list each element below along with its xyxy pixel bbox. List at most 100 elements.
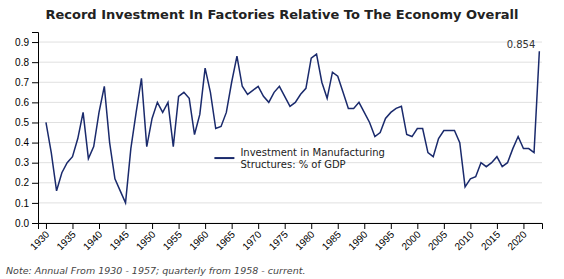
grid-line: [38, 142, 542, 143]
grid-line: [38, 42, 542, 43]
y-tick: 0.6: [15, 97, 38, 108]
legend-label: Investment in ManufacturingStructures: %…: [240, 147, 385, 170]
x-tick-mark: [497, 223, 498, 229]
x-tick: 2010: [452, 223, 476, 252]
x-tick-mark: [470, 223, 471, 229]
y-tick-mark: [32, 122, 38, 123]
y-tick-label: 0.0: [15, 218, 29, 229]
grid: [38, 42, 542, 223]
x-tick-label: 1960: [187, 228, 211, 252]
y-tick-label: 0.9: [15, 37, 29, 48]
x-tick: 2020: [505, 223, 529, 252]
y-tick: 0.2: [15, 177, 38, 188]
x-tick: 1980: [293, 223, 317, 252]
x-axis: 1930193519401945195019551960196519701975…: [28, 223, 543, 252]
y-tick-mark: [32, 82, 38, 83]
x-tick-mark: [285, 223, 286, 229]
x-tick-label: 1935: [54, 228, 78, 252]
y-tick: 0.5: [15, 117, 38, 128]
grid-line: [38, 62, 542, 63]
x-tick-mark: [126, 223, 127, 229]
x-tick: 1945: [107, 223, 131, 252]
x-tick-label: 1985: [320, 228, 344, 252]
x-tick-mark: [417, 223, 418, 229]
chart-container: Record Investment In Factories Relative …: [0, 0, 564, 279]
x-tick-label: 1970: [240, 228, 264, 252]
x-tick: 1975: [267, 223, 291, 252]
x-tick-mark: [205, 223, 206, 229]
legend-label-line: Structures: % of GDP: [240, 159, 345, 170]
x-tick-mark: [444, 223, 445, 229]
x-tick: 1990: [346, 223, 370, 252]
x-tick-mark: [232, 223, 233, 229]
x-tick-mark: [523, 223, 524, 229]
y-tick-mark: [32, 163, 38, 164]
x-tick-mark: [338, 223, 339, 229]
x-tick: 2005: [426, 223, 450, 252]
y-tick-mark: [32, 223, 38, 224]
series-line: [46, 51, 539, 203]
x-tick-label: 1965: [214, 228, 238, 252]
x-tick-mark: [364, 223, 365, 229]
x-axis-line: [39, 224, 543, 230]
y-tick: 0.3: [15, 157, 38, 168]
annotation: 0.854: [507, 39, 536, 50]
legend-swatch: [214, 157, 234, 159]
y-tick-mark: [32, 62, 38, 63]
x-tick: 1995: [373, 223, 397, 252]
plot-area: [46, 51, 539, 203]
x-tick-label: 2020: [505, 228, 529, 252]
x-tick-label: 2000: [399, 228, 423, 252]
y-tick-label: 0.4: [15, 137, 29, 148]
x-tick-label: 1940: [81, 228, 105, 252]
legend-label-line: Investment in Manufacturing: [240, 147, 385, 158]
note: Note: Annual From 1930 - 1957; quarterly…: [6, 265, 305, 276]
y-tick-label: 0.1: [15, 198, 29, 209]
legend: Investment in ManufacturingStructures: %…: [214, 147, 385, 170]
x-tick-label: 2015: [479, 228, 503, 252]
x-tick-label: 1945: [107, 228, 131, 252]
x-tick-mark: [391, 223, 392, 229]
y-tick-mark: [32, 143, 38, 144]
x-tick: 1940: [81, 223, 105, 252]
x-tick-label: 2010: [452, 228, 476, 252]
x-tick-label: 1950: [134, 228, 158, 252]
y-tick-label: 0.8: [15, 57, 29, 68]
x-tick-mark: [152, 223, 153, 229]
y-tick-label: 0.3: [15, 157, 29, 168]
grid-line: [38, 122, 542, 123]
y-tick: 0.4: [15, 137, 38, 148]
x-tick: 1965: [214, 223, 238, 252]
x-tick-label: 1955: [161, 228, 185, 252]
x-tick: 1950: [134, 223, 158, 252]
x-tick-mark: [99, 223, 100, 229]
x-tick-label: 1975: [267, 228, 291, 252]
grid-line: [38, 202, 542, 203]
chart: Record Investment In Factories Relative …: [0, 0, 564, 279]
x-tick: 1960: [187, 223, 211, 252]
x-tick: 1955: [161, 223, 185, 252]
x-tick-mark: [179, 223, 180, 229]
x-tick: 1930: [28, 223, 52, 252]
y-tick: 0.8: [15, 57, 38, 68]
y-tick-label: 0.6: [15, 97, 29, 108]
x-tick-mark: [46, 223, 47, 229]
x-tick-label: 1990: [346, 228, 370, 252]
y-tick-label: 0.5: [15, 117, 29, 128]
y-tick: 0.0: [15, 218, 38, 229]
x-tick-label: 2005: [426, 228, 450, 252]
x-tick: 1970: [240, 223, 264, 252]
y-axis-line: [32, 33, 39, 224]
y-tick-mark: [32, 102, 38, 103]
y-tick-mark: [32, 42, 38, 43]
x-tick-label: 1980: [293, 228, 317, 252]
y-tick-mark: [32, 203, 38, 204]
x-tick: 1935: [54, 223, 78, 252]
y-tick-label: 0.2: [15, 177, 29, 188]
x-tick: 2015: [479, 223, 503, 252]
grid-line: [38, 182, 542, 183]
grid-line: [38, 102, 542, 103]
x-tick-label: 1930: [28, 228, 52, 252]
x-tick-mark: [72, 223, 73, 229]
y-axis: 0.00.10.20.30.40.50.60.70.80.9: [15, 33, 38, 229]
